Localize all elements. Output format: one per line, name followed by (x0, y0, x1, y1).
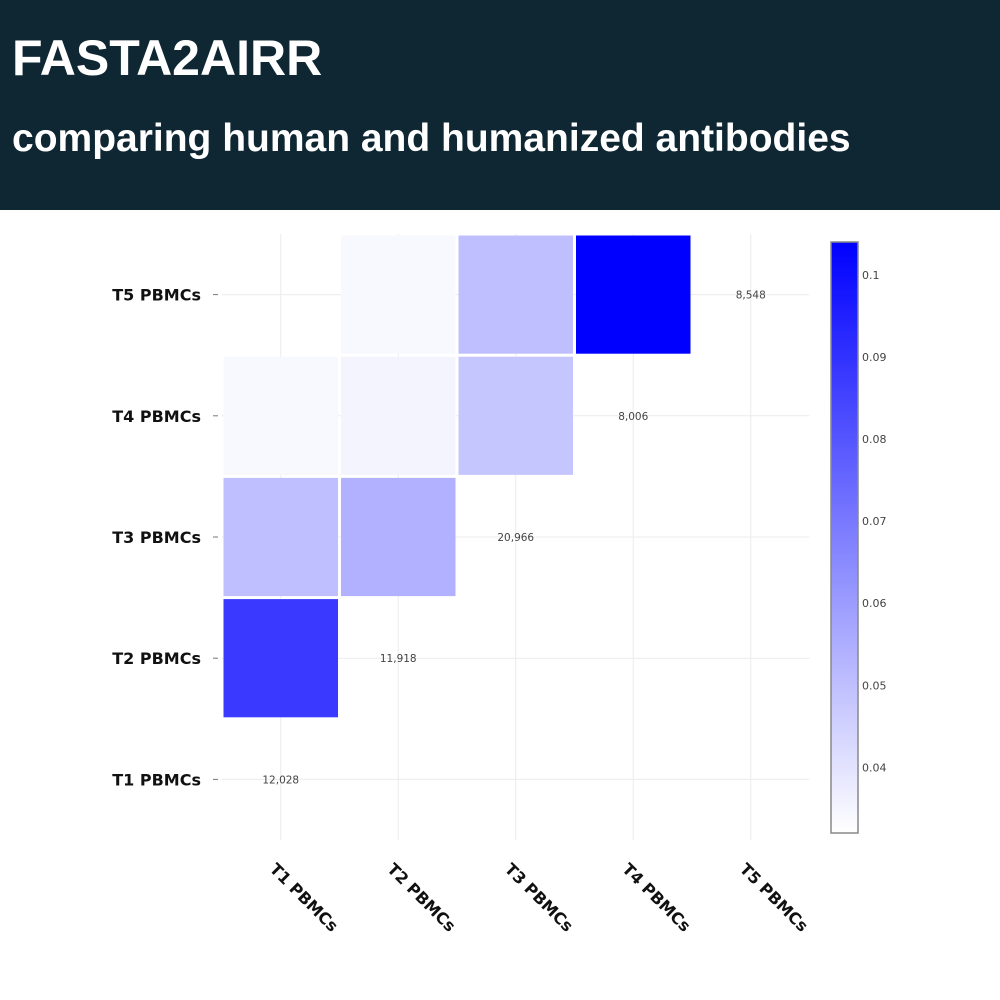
colorbar-tick-label: 0.04 (862, 761, 887, 774)
y-tick-label: T2 PBMCs (112, 649, 201, 668)
heatmap-cell (223, 599, 338, 718)
y-tick-label: T3 PBMCs (112, 528, 201, 547)
heatmap-cell (341, 356, 456, 475)
x-tick-label: T5 PBMCs (736, 859, 812, 935)
x-tick-label: T4 PBMCs (618, 859, 694, 935)
page-title: FASTA2AIRR (12, 30, 323, 86)
colorbar-tick-label: 0.05 (862, 679, 887, 692)
diagonal-count-label: 8,006 (618, 411, 648, 423)
heatmap-cell (223, 477, 338, 597)
colorbar-tick-label: 0.07 (862, 515, 887, 528)
colorbar-gradient (830, 241, 859, 834)
colorbar-tick-label: 0.09 (862, 351, 887, 364)
x-tick-label: T3 PBMCs (501, 859, 577, 935)
x-axis-labels: T1 PBMCs T2 PBMCs T3 PBMCs T4 PBMCs T5 PBMCs (266, 859, 812, 935)
y-axis-labels: T1 PBMCs T2 PBMCs T3 PBMCs T4 PBMCs T5 PBMCs (112, 286, 218, 789)
y-tick-label: T5 PBMCs (112, 286, 201, 305)
heatmap-cells (223, 235, 691, 718)
heatmap-cell (458, 235, 573, 354)
heatmap-cell (223, 356, 338, 475)
colorbar-tick-label: 0.06 (862, 597, 887, 610)
colorbar: 0.04 0.05 0.06 0.07 0.08 0.09 0.1 (830, 241, 887, 834)
x-tick-label: T2 PBMCs (383, 859, 459, 935)
header-banner: FASTA2AIRR comparing human and humanized… (0, 0, 1000, 210)
heatmap-cell (458, 356, 573, 475)
diagonal-count-label: 8,548 (736, 290, 766, 302)
heatmap-cell (341, 235, 456, 354)
diagonal-count-label: 20,966 (497, 532, 534, 544)
colorbar-tick-label: 0.08 (862, 433, 887, 446)
colorbar-tick-label: 0.1 (862, 269, 880, 282)
heatmap-cell (341, 477, 456, 597)
heatmap-cell (576, 235, 691, 354)
diagonal-count-label: 11,918 (380, 653, 417, 665)
page-subtitle: comparing human and humanized antibodies (12, 117, 851, 160)
y-tick-label: T1 PBMCs (112, 770, 201, 789)
diagonal-count-label: 12,028 (262, 774, 299, 786)
x-tick-label: T1 PBMCs (266, 859, 342, 935)
y-tick-label: T4 PBMCs (112, 407, 201, 426)
diagonal-counts: 12,028 11,918 20,966 8,006 8,548 (262, 290, 765, 787)
